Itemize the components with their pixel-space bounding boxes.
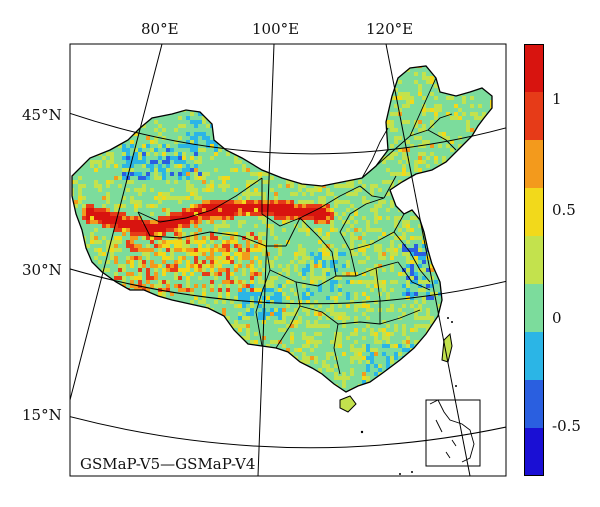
colorbar-band: [524, 140, 544, 189]
lat-label-30: 30°N: [22, 261, 62, 279]
lon-label-100: 100°E: [252, 20, 299, 38]
colorbar-tick-1: 1: [552, 90, 562, 108]
lon-label-80: 80°E: [141, 20, 179, 38]
colorbar-band: [524, 380, 544, 429]
colorbar-tick-neg0.5: -0.5: [552, 417, 581, 435]
lat-label-15: 15°N: [22, 406, 62, 424]
colorbar-band: [524, 188, 544, 237]
colorbar-band: [524, 236, 544, 285]
colorbar-band: [524, 428, 544, 476]
map-caption: GSMaP-V5—GSMaP-V4: [80, 455, 255, 473]
lon-label-120: 120°E: [366, 20, 413, 38]
south-china-sea-inset: [426, 400, 480, 466]
colorbar-band: [524, 332, 544, 381]
lat-label-45: 45°N: [22, 106, 62, 124]
colorbar-tick-0: 0: [552, 309, 562, 327]
colorbar-band: [524, 44, 544, 93]
colorbar-band: [524, 92, 544, 141]
colorbar-band: [524, 284, 544, 333]
colorbar-tick-0.5: 0.5: [552, 201, 576, 219]
colorbar: [524, 44, 544, 476]
